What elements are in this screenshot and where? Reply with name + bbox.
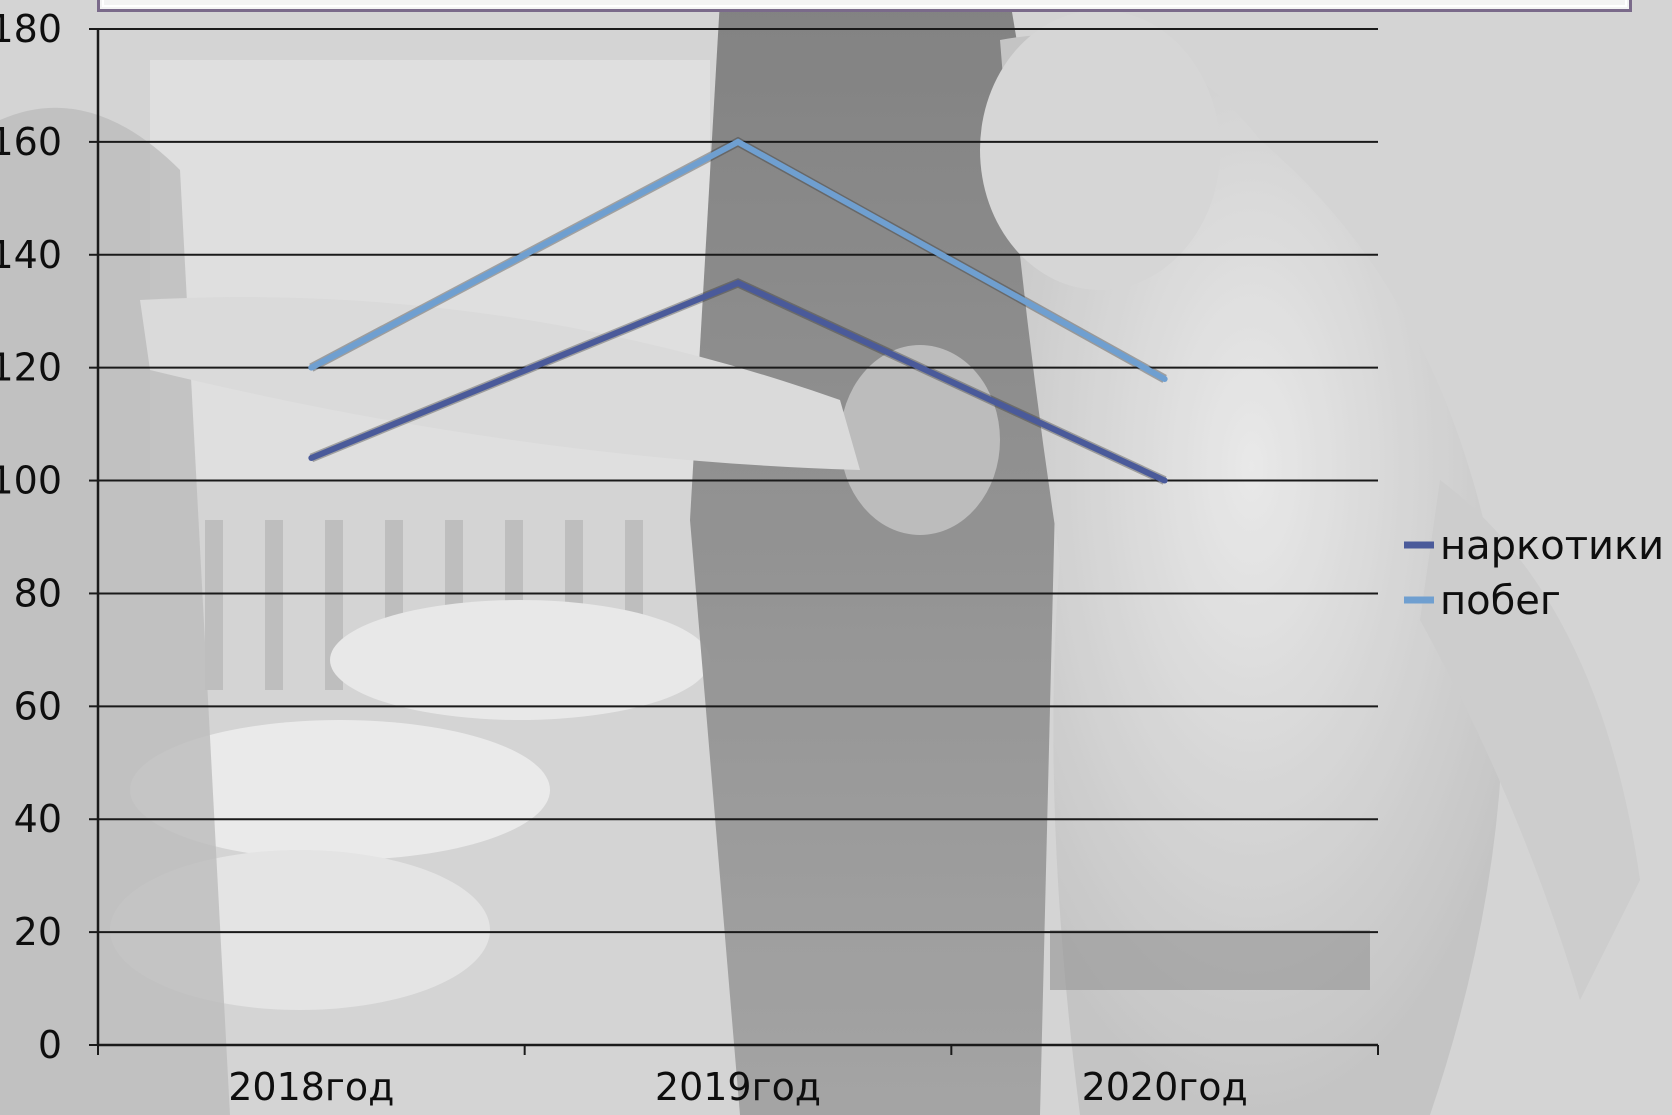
- y-tick-label: 40: [14, 797, 62, 841]
- y-tick-label: 20: [14, 910, 62, 954]
- legend-label: наркотики: [1440, 523, 1664, 569]
- series-lines: [308, 136, 1168, 485]
- y-tick-label: 180: [0, 7, 62, 51]
- data-point: [735, 138, 741, 145]
- x-tick-label: 2019год: [655, 1065, 821, 1109]
- legend: наркотики побег: [1404, 523, 1664, 624]
- y-tick-label: 160: [0, 120, 62, 164]
- series-line-shadow: [309, 136, 1167, 383]
- data-point: [1161, 375, 1168, 382]
- series-line-escape: [309, 138, 1167, 382]
- slide-title-box: [97, 0, 1632, 12]
- y-tick-label: 100: [0, 459, 62, 503]
- data-point: [308, 364, 315, 371]
- y-tick-label: 120: [0, 346, 62, 390]
- x-tick-label: 2020год: [1082, 1065, 1248, 1109]
- data-point: [1161, 477, 1168, 484]
- y-tick-label: 0: [38, 1023, 62, 1067]
- tick-labels: 0 20 40 60 80 100 120 140 160 180 2018год 2019год 20…: [0, 7, 1248, 1109]
- y-tick-label: 140: [0, 233, 62, 277]
- data-point: [735, 280, 741, 286]
- y-tick-label: 60: [14, 684, 62, 728]
- x-tick-label: 2018год: [228, 1065, 394, 1109]
- grid-lines: [98, 28, 1378, 934]
- data-point: [308, 454, 315, 461]
- axes: [89, 28, 1379, 1055]
- legend-label: побег: [1440, 578, 1561, 624]
- y-tick-label: 80: [14, 571, 62, 615]
